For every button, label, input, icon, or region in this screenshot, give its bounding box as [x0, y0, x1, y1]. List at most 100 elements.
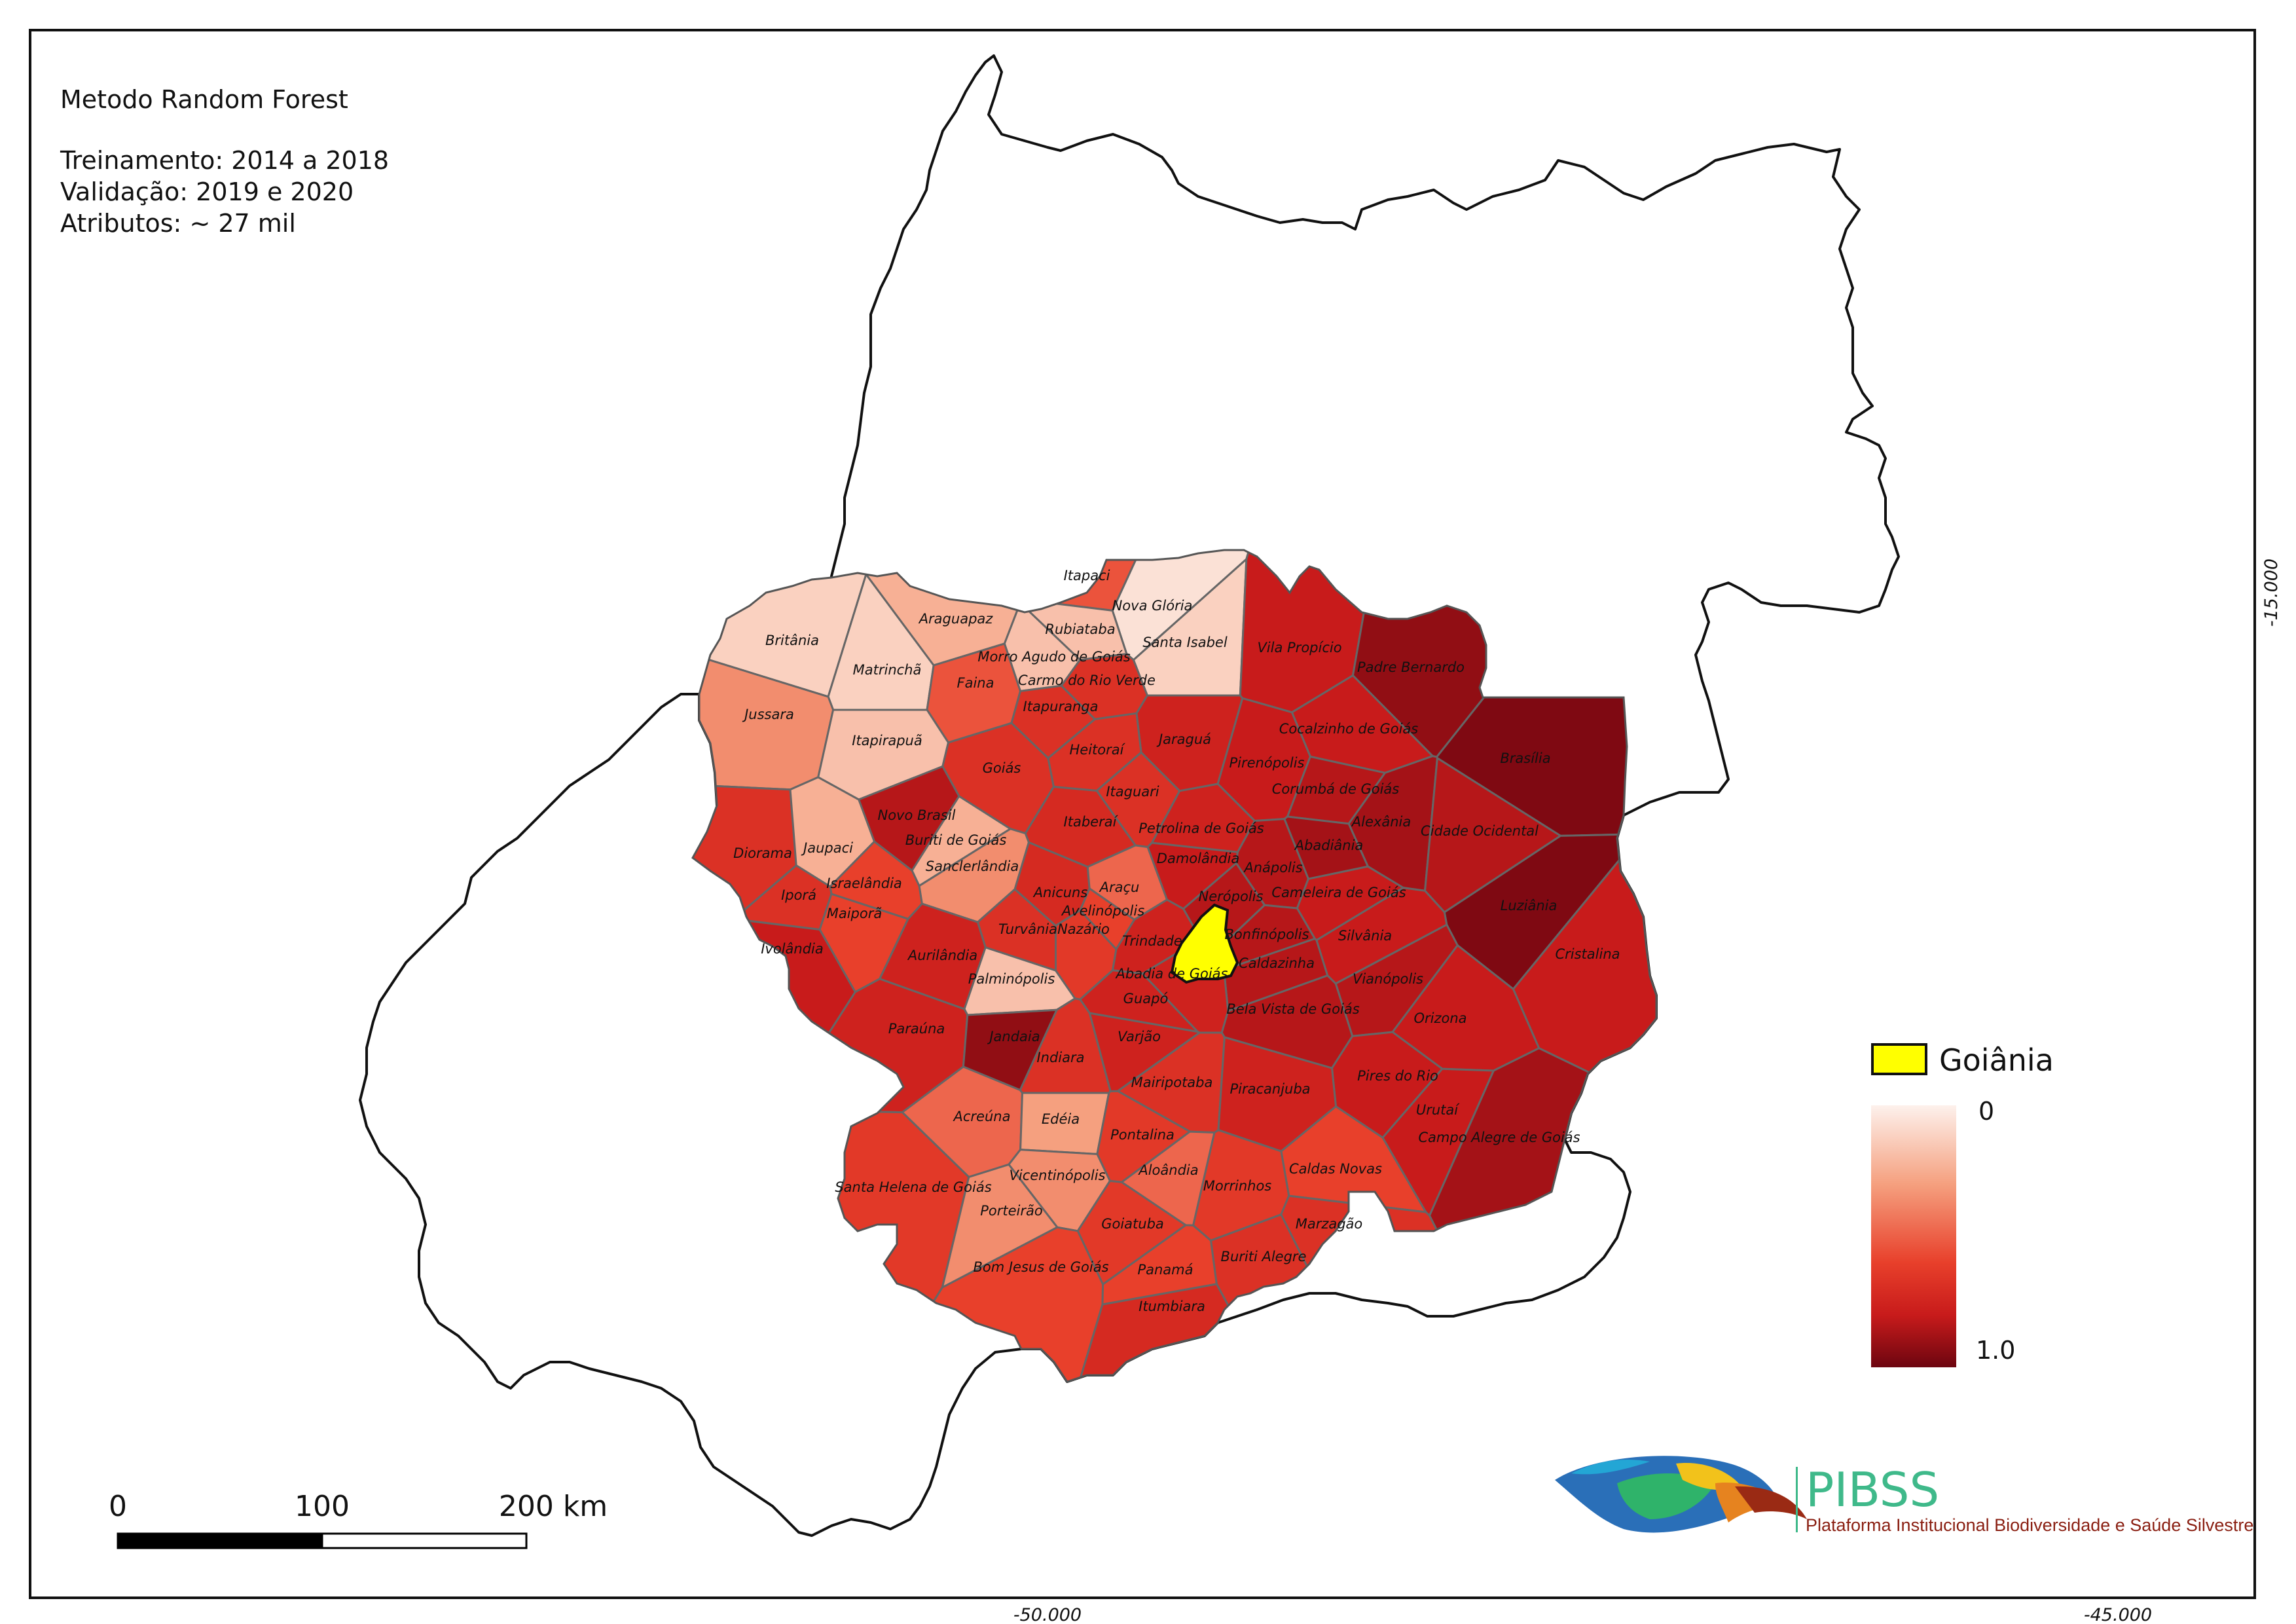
municipality-label: Campo Alegre de Goiás	[1418, 1130, 1580, 1145]
municipality-label: Nova Glória	[1112, 598, 1193, 614]
municipality-label: Heitoraí	[1070, 742, 1126, 758]
municipality-label: Porteirão	[980, 1203, 1042, 1219]
municipality-label: Bom Jesus de Goiás	[973, 1259, 1108, 1275]
municipality-label: Abadia de Goiás	[1115, 966, 1228, 982]
municipality-label: Palminópolis	[968, 971, 1055, 987]
municipality-label: Trindade	[1122, 933, 1182, 949]
municipality-label: Panamá	[1137, 1262, 1193, 1278]
municipality-label: Maiporã	[827, 906, 883, 921]
scale-bar: 0 100 200 km	[109, 1490, 608, 1549]
municipality-label: Jandaia	[987, 1029, 1040, 1044]
legend-gradient-bar	[1871, 1105, 1956, 1367]
goiania-highlight[interactable]	[1170, 903, 1239, 984]
municipality-label: Nazário	[1057, 921, 1110, 937]
scale-label-100: 100	[295, 1490, 350, 1523]
municipality-label: Pires do Rio	[1357, 1068, 1438, 1084]
municipality-label: Cristalina	[1555, 946, 1620, 962]
municipality-label: Aurilândia	[907, 948, 977, 963]
legend-goiania-swatch	[1871, 1043, 1927, 1075]
municipality-label: Vila Propício	[1257, 640, 1341, 655]
municipality-label: Padre Bernardo	[1357, 659, 1465, 675]
longitude-label-left: -50.000	[1013, 1605, 1082, 1624]
municipality-label: Damolândia	[1157, 851, 1239, 866]
municipality-label: Vianópolis	[1353, 971, 1423, 987]
municipality-label: Rubiataba	[1045, 621, 1115, 637]
municipality-label: Itaguari	[1106, 784, 1159, 800]
municipality-label: Bela Vista de Goiás	[1226, 1001, 1359, 1017]
municipality-label: Itapaci	[1064, 568, 1110, 583]
municipality-label: Indiara	[1036, 1050, 1084, 1065]
municipality-label: Sanclerlândia	[926, 858, 1019, 874]
attributes-count: Atributos: ~ 27 mil	[60, 209, 296, 238]
method-title: Metodo Random Forest	[60, 85, 348, 114]
municipality-label: Buriti de Goiás	[905, 832, 1007, 848]
municipality-label: Cidade Ocidental	[1421, 823, 1539, 839]
municipality-label: Goiás	[983, 760, 1021, 776]
municipality-label: Jaupaci	[801, 840, 853, 856]
scale-label-0: 0	[109, 1490, 127, 1523]
scale-label-200: 200 km	[499, 1490, 608, 1523]
municipality-label: Edéia	[1042, 1111, 1080, 1127]
training-period: Treinamento: 2014 a 2018	[60, 146, 389, 175]
municipality-label: Cameleira de Goiás	[1271, 885, 1406, 900]
logo-divider	[1796, 1467, 1798, 1532]
municipality-label: Cocalzinho de Goiás	[1279, 721, 1419, 737]
municipality-label: Bonfinópolis	[1224, 927, 1309, 942]
municipality-label: Brasília	[1500, 750, 1550, 766]
municipality-label: Ivolândia	[761, 941, 824, 957]
municipality-label: Diorama	[733, 845, 792, 861]
municipality-label: Morro Agudo de Goiás	[977, 649, 1130, 665]
pibss-logo: PIBSS Plataforma Institucional Biodivers…	[1555, 1456, 2253, 1535]
municipality-label: Matrinchã	[853, 662, 922, 678]
legend-min-label: 0	[1978, 1097, 1994, 1126]
municipality-label: Orizona	[1413, 1010, 1467, 1026]
municipality-label: Pontalina	[1110, 1127, 1175, 1143]
municipality-label: Novo Brasil	[877, 807, 955, 823]
municipality-label: Petrolina de Goiás	[1139, 821, 1264, 836]
municipality-label: Goiatuba	[1101, 1216, 1164, 1232]
municipality-label: Itumbiara	[1139, 1299, 1205, 1314]
latitude-label: -15.000	[2261, 559, 2282, 627]
municipality-label: Varjão	[1118, 1029, 1161, 1044]
municipality-label: Buriti Alegre	[1221, 1249, 1307, 1264]
municipality-label: Araçu	[1099, 879, 1140, 895]
municipality-label: Abadiânia	[1294, 838, 1364, 853]
municipality-label: Itapirapuã	[852, 733, 922, 748]
municipality-label: Santa Helena de Goiás	[835, 1179, 991, 1195]
logo-name: PIBSS	[1806, 1462, 1939, 1517]
longitude-label-right: -45.000	[2084, 1605, 2152, 1624]
municipality-label: Urutaí	[1416, 1102, 1460, 1118]
municipality-label: Jaraguá	[1156, 731, 1211, 747]
municipality-label: Piracanjuba	[1230, 1081, 1310, 1097]
municipality-label: Caldas Novas	[1289, 1161, 1382, 1177]
bird-logo-icon	[1555, 1456, 1807, 1533]
municipality-label: Anicuns	[1032, 885, 1088, 900]
municipality-label: Faina	[957, 675, 994, 691]
municipality-label: Itapuranga	[1023, 699, 1099, 714]
municipality-label: Araguapaz	[918, 611, 994, 627]
legend: Goiânia 0 1.0	[1871, 1043, 2054, 1367]
municipality-label: Mairipotaba	[1131, 1075, 1213, 1090]
municipality-label: Israelândia	[826, 876, 902, 891]
scale-bar-white-segment	[321, 1532, 528, 1549]
municipality-label: Guapó	[1123, 991, 1169, 1006]
municipality-label: Turvânia	[998, 921, 1057, 937]
validation-period: Validação: 2019 e 2020	[60, 177, 354, 206]
municipality-label: Morrinhos	[1203, 1178, 1272, 1194]
municipality-label: Itaberaí	[1064, 814, 1119, 830]
municipality-label: Corumbá de Goiás	[1272, 781, 1400, 797]
municipality-label: Luziânia	[1501, 898, 1558, 913]
legend-max-label: 1.0	[1976, 1336, 2015, 1365]
legend-goiania-label: Goiânia	[1939, 1043, 2054, 1078]
municipality-label: Marzagão	[1296, 1216, 1363, 1232]
municipality-label: Silvânia	[1338, 928, 1392, 944]
municipality-label: Paraúna	[888, 1021, 945, 1037]
municipality-label: Pirenópolis	[1230, 755, 1305, 771]
municipality-label: Anápolis	[1243, 860, 1302, 876]
municipality-label: Caldazinha	[1239, 955, 1315, 971]
municipality-label: Nerópolis	[1199, 889, 1264, 904]
municipality-label: Carmo do Rio Verde	[1018, 673, 1156, 688]
municipality-label: Vicentinópolis	[1010, 1168, 1106, 1183]
